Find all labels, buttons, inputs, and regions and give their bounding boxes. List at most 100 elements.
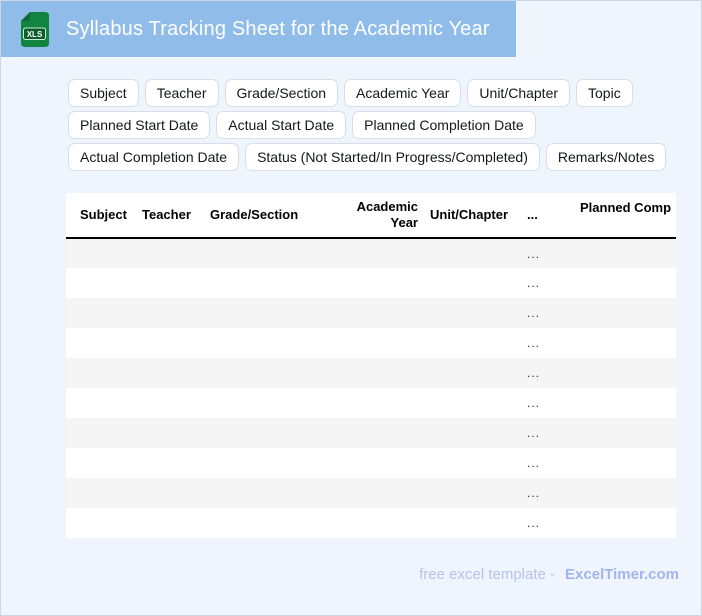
table-row: ... xyxy=(66,448,676,478)
page-title: Syllabus Tracking Sheet for the Academic… xyxy=(66,17,490,40)
empty-cell xyxy=(422,268,519,298)
chip-planned-start-date[interactable]: Planned Start Date xyxy=(68,111,211,139)
empty-cell xyxy=(422,478,519,508)
empty-cell xyxy=(136,358,203,388)
empty-cell xyxy=(66,358,136,388)
empty-cell xyxy=(203,418,340,448)
empty-cell xyxy=(422,388,519,418)
chip-status[interactable]: Status (Not Started/In Progress/Complete… xyxy=(245,143,540,171)
chip-row-3: Actual Completion Date Status (Not Start… xyxy=(68,143,667,171)
empty-cell xyxy=(136,418,203,448)
chip-actual-start-date[interactable]: Actual Start Date xyxy=(216,111,347,139)
empty-cell xyxy=(203,268,340,298)
empty-cell xyxy=(340,448,422,478)
ellipsis-cell: ... xyxy=(527,246,541,261)
chip-academic-year[interactable]: Academic Year xyxy=(344,79,462,107)
empty-cell xyxy=(203,298,340,328)
empty-cell xyxy=(136,508,203,538)
syllabus-table: Subject Teacher Grade/Section Academic Y… xyxy=(66,193,676,538)
ellipsis-cell: ... xyxy=(527,306,541,320)
empty-cell xyxy=(66,478,136,508)
empty-cell xyxy=(136,388,203,418)
table-row: ... xyxy=(66,238,676,268)
table-row: ... xyxy=(66,328,676,358)
empty-cell xyxy=(576,508,676,538)
ellipsis-cell: ... xyxy=(527,426,541,440)
empty-cell xyxy=(576,358,676,388)
table-header-row: Subject Teacher Grade/Section Academic Y… xyxy=(66,193,676,239)
ellipsis-cell: ... xyxy=(527,486,541,500)
footer-caption: free excel template - xyxy=(419,566,556,583)
empty-cell xyxy=(136,298,203,328)
empty-cell xyxy=(340,418,422,448)
column-header-unit-chapter: Unit/Chapter xyxy=(422,193,519,239)
chip-teacher[interactable]: Teacher xyxy=(144,79,219,107)
ellipsis-cell: ... xyxy=(527,276,541,290)
banner: XLS Syllabus Tracking Sheet for the Acad… xyxy=(1,1,516,57)
chip-row-1: Subject Teacher Grade/Section Academic Y… xyxy=(68,79,666,107)
chip-remarks-notes[interactable]: Remarks/Notes xyxy=(545,143,667,171)
empty-cell xyxy=(576,298,676,328)
empty-cell xyxy=(203,508,340,538)
empty-cell xyxy=(136,268,203,298)
chip-grade-section[interactable]: Grade/Section xyxy=(224,79,339,107)
chip-actual-completion-date[interactable]: Actual Completion Date xyxy=(68,143,240,171)
table-row: ... xyxy=(66,298,676,328)
table-row: ... xyxy=(66,358,676,388)
empty-cell xyxy=(203,238,340,268)
empty-cell xyxy=(66,508,136,538)
xls-file-icon: XLS xyxy=(21,11,49,47)
empty-cell xyxy=(340,328,422,358)
empty-cell xyxy=(340,268,422,298)
empty-cell xyxy=(340,508,422,538)
table-row: ... xyxy=(66,418,676,448)
empty-cell xyxy=(203,448,340,478)
empty-cell xyxy=(66,268,136,298)
chip-unit-chapter[interactable]: Unit/Chapter xyxy=(467,79,571,107)
empty-cell xyxy=(66,418,136,448)
ellipsis-cell: ... xyxy=(527,456,541,470)
xls-icon-label: XLS xyxy=(27,30,43,39)
empty-cell xyxy=(422,328,519,358)
spreadsheet-preview: Subject Teacher Grade/Section Academic Y… xyxy=(66,193,676,538)
empty-cell xyxy=(203,478,340,508)
ellipsis-cell: ... xyxy=(527,516,541,530)
empty-cell xyxy=(422,448,519,478)
footer-brand-link[interactable]: ExcelTimer.com xyxy=(565,566,679,583)
empty-cell xyxy=(422,508,519,538)
empty-cell xyxy=(576,418,676,448)
column-header-grade-section: Grade/Section xyxy=(203,193,340,239)
table-row: ... xyxy=(66,388,676,418)
empty-cell xyxy=(203,388,340,418)
empty-cell xyxy=(340,388,422,418)
column-header-subject: Subject xyxy=(66,193,136,239)
empty-cell xyxy=(66,448,136,478)
table-row: ... xyxy=(66,268,676,298)
empty-cell xyxy=(422,358,519,388)
chip-subject[interactable]: Subject xyxy=(68,79,139,107)
column-chip-list: Subject Teacher Grade/Section Academic Y… xyxy=(68,79,667,171)
empty-cell xyxy=(576,328,676,358)
empty-cell xyxy=(136,328,203,358)
column-header-teacher: Teacher xyxy=(136,193,203,239)
chip-planned-completion-date[interactable]: Planned Completion Date xyxy=(352,111,536,139)
ellipsis-cell: ... xyxy=(527,336,541,350)
empty-cell xyxy=(66,238,136,268)
footer: free excel template - ExcelTimer.com xyxy=(419,566,679,583)
empty-cell xyxy=(66,388,136,418)
column-header-ellipsis: ... xyxy=(519,193,576,239)
table-row: ... xyxy=(66,478,676,508)
empty-cell xyxy=(422,238,519,268)
empty-cell xyxy=(422,298,519,328)
empty-cell xyxy=(422,418,519,448)
table-body: .............................. xyxy=(66,238,676,538)
chip-topic[interactable]: Topic xyxy=(576,79,633,107)
empty-cell xyxy=(136,448,203,478)
empty-cell xyxy=(340,358,422,388)
empty-cell xyxy=(576,478,676,508)
empty-cell xyxy=(340,238,422,268)
empty-cell xyxy=(576,268,676,298)
ellipsis-cell: ... xyxy=(527,366,541,380)
empty-cell xyxy=(340,298,422,328)
empty-cell xyxy=(136,238,203,268)
